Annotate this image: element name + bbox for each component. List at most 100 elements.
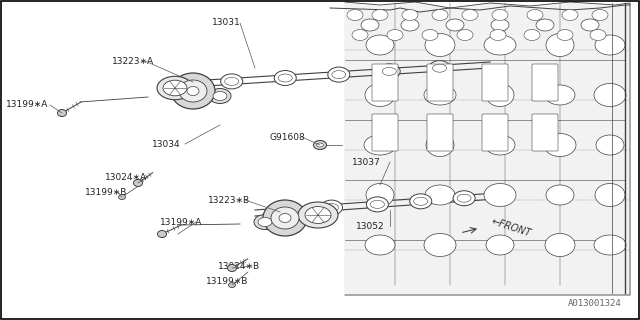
Ellipse shape [595, 35, 625, 55]
Ellipse shape [462, 10, 478, 20]
Ellipse shape [429, 61, 451, 76]
Ellipse shape [402, 10, 418, 20]
Ellipse shape [324, 204, 339, 212]
FancyBboxPatch shape [482, 114, 508, 151]
FancyBboxPatch shape [372, 64, 398, 101]
Ellipse shape [254, 214, 276, 229]
Ellipse shape [536, 19, 554, 31]
Ellipse shape [410, 194, 432, 209]
Ellipse shape [546, 185, 574, 205]
Ellipse shape [433, 64, 447, 72]
Ellipse shape [490, 29, 506, 41]
Ellipse shape [387, 29, 403, 41]
Text: 13199∗A: 13199∗A [6, 100, 49, 109]
Ellipse shape [594, 235, 626, 255]
Ellipse shape [171, 73, 215, 109]
FancyBboxPatch shape [532, 64, 558, 101]
Ellipse shape [279, 213, 291, 222]
Ellipse shape [58, 109, 67, 116]
Ellipse shape [596, 135, 624, 155]
Ellipse shape [278, 74, 292, 82]
Text: 13223∗A: 13223∗A [112, 57, 154, 66]
FancyBboxPatch shape [532, 114, 558, 151]
Ellipse shape [486, 84, 514, 107]
Ellipse shape [372, 10, 388, 20]
Ellipse shape [228, 283, 236, 287]
Ellipse shape [209, 89, 231, 103]
Ellipse shape [321, 200, 342, 215]
Ellipse shape [432, 10, 448, 20]
Ellipse shape [594, 84, 626, 107]
Text: 13223∗B: 13223∗B [208, 196, 250, 205]
Ellipse shape [365, 235, 395, 255]
Ellipse shape [332, 71, 346, 79]
Ellipse shape [382, 68, 396, 76]
Ellipse shape [527, 10, 543, 20]
Ellipse shape [424, 234, 456, 257]
Text: 13037: 13037 [352, 158, 381, 167]
Ellipse shape [545, 234, 575, 257]
Ellipse shape [275, 70, 296, 85]
Ellipse shape [424, 85, 456, 105]
Ellipse shape [401, 19, 419, 31]
Ellipse shape [258, 218, 272, 227]
Ellipse shape [486, 235, 514, 255]
Text: 13052: 13052 [356, 222, 385, 231]
Ellipse shape [371, 200, 385, 208]
Text: A013001324: A013001324 [568, 299, 622, 308]
Text: 13199∗A: 13199∗A [160, 218, 202, 227]
Ellipse shape [225, 77, 239, 85]
Ellipse shape [595, 183, 625, 206]
Ellipse shape [328, 67, 350, 82]
Ellipse shape [545, 85, 575, 105]
Ellipse shape [378, 64, 400, 79]
Ellipse shape [485, 135, 515, 155]
Ellipse shape [317, 143, 323, 147]
Ellipse shape [118, 195, 125, 199]
Ellipse shape [453, 191, 475, 206]
Ellipse shape [157, 230, 166, 237]
Text: 13034: 13034 [152, 140, 180, 149]
Ellipse shape [352, 29, 368, 41]
Ellipse shape [484, 35, 516, 55]
Ellipse shape [590, 29, 606, 41]
Ellipse shape [425, 185, 455, 205]
Text: 13199∗B: 13199∗B [85, 188, 127, 197]
Ellipse shape [314, 140, 326, 149]
FancyBboxPatch shape [482, 64, 508, 101]
Ellipse shape [157, 76, 193, 100]
Ellipse shape [278, 207, 292, 215]
Ellipse shape [361, 19, 379, 31]
Ellipse shape [491, 19, 509, 31]
FancyBboxPatch shape [372, 114, 398, 151]
Ellipse shape [492, 10, 508, 20]
Ellipse shape [366, 183, 394, 206]
Text: 13024∗B: 13024∗B [218, 262, 260, 271]
Polygon shape [345, 2, 630, 295]
Ellipse shape [347, 10, 363, 20]
Text: 13199∗B: 13199∗B [206, 277, 248, 286]
Ellipse shape [365, 84, 395, 107]
Ellipse shape [227, 265, 237, 271]
Text: 13024∗A: 13024∗A [105, 173, 147, 182]
Ellipse shape [546, 34, 574, 57]
Ellipse shape [134, 180, 143, 187]
Ellipse shape [364, 135, 396, 155]
Ellipse shape [275, 203, 296, 218]
Ellipse shape [446, 19, 464, 31]
Ellipse shape [298, 202, 338, 228]
Ellipse shape [163, 80, 187, 96]
Ellipse shape [457, 194, 471, 202]
Ellipse shape [426, 133, 454, 156]
Ellipse shape [366, 35, 394, 55]
Text: 13031: 13031 [212, 18, 241, 27]
Ellipse shape [221, 74, 243, 89]
Ellipse shape [425, 34, 455, 57]
Ellipse shape [484, 183, 516, 206]
Ellipse shape [179, 80, 207, 102]
Ellipse shape [592, 10, 608, 20]
Ellipse shape [524, 29, 540, 41]
Ellipse shape [413, 197, 428, 205]
Ellipse shape [213, 92, 227, 100]
Ellipse shape [271, 207, 299, 229]
